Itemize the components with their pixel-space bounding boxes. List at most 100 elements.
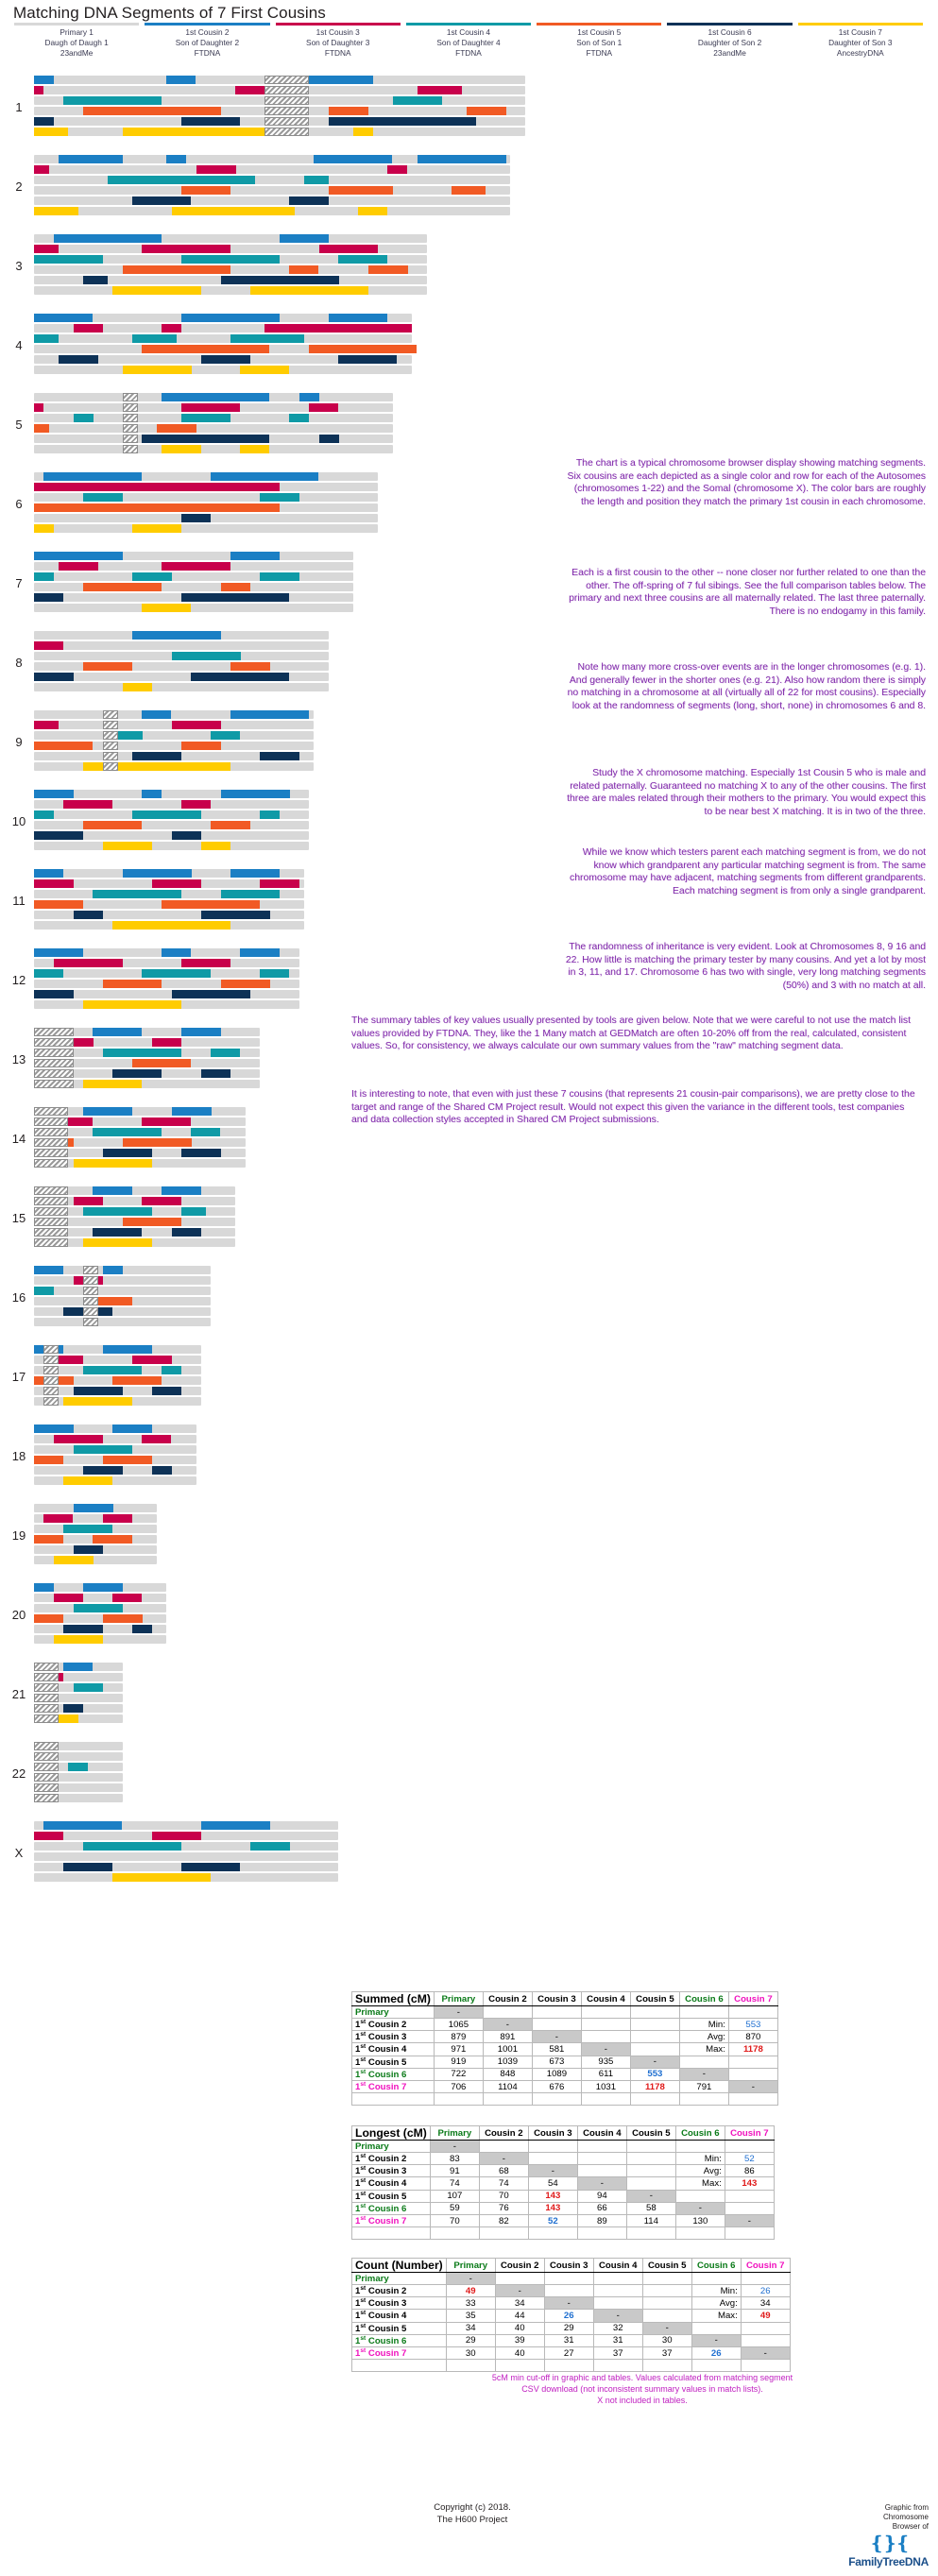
- matching-segment: [103, 980, 162, 988]
- matching-segment: [83, 1238, 152, 1247]
- table-row-label: 1st Cousin 3: [351, 2164, 431, 2178]
- no-data-region: [264, 128, 309, 136]
- table-cell: [629, 2005, 680, 2019]
- matching-segment: [132, 524, 181, 533]
- table-cell: 879: [433, 2030, 484, 2044]
- legend-name: Primary 1: [60, 27, 94, 37]
- table-row: 1st Cousin 7 70 82 52 89 114 130-: [351, 2213, 775, 2228]
- chromosome-bar: [34, 196, 510, 205]
- no-data-region: [103, 731, 118, 740]
- table-cell: 971: [433, 2042, 484, 2056]
- table-cell: 130: [674, 2213, 725, 2228]
- logo-caption-line-2: Chromosome: [882, 2513, 929, 2521]
- legend-name: 1st Cousin 2: [185, 27, 230, 37]
- matching-segment: [289, 414, 309, 422]
- table-column-header: Primary: [433, 1991, 484, 2006]
- chromosome-bar: [34, 1476, 196, 1485]
- matching-segment: [142, 1197, 181, 1205]
- matching-segment: [34, 879, 74, 888]
- table-cell: [543, 2272, 594, 2285]
- matching-segment: [74, 1038, 94, 1047]
- matching-segment: [34, 593, 63, 602]
- matching-segment: [34, 900, 83, 909]
- table-spacer-cell: [629, 2092, 680, 2107]
- table-cell: 870: [727, 2030, 778, 2044]
- table-cell: [641, 2272, 692, 2285]
- chromosome-bar: [34, 831, 309, 840]
- matching-segment: [418, 155, 506, 163]
- no-data-region: [34, 1704, 59, 1713]
- table-title: Count (Number): [351, 2258, 447, 2273]
- table-cell: [580, 2030, 631, 2044]
- table-cell: 54: [527, 2176, 578, 2191]
- matching-segment: [54, 1594, 83, 1602]
- matching-segment: [275, 76, 373, 84]
- no-data-region: [34, 1128, 68, 1136]
- no-data-region: [43, 1397, 59, 1406]
- table-row-label: 1st Cousin 5: [351, 2189, 431, 2203]
- table-cell: 114: [625, 2213, 676, 2228]
- matching-segment: [329, 117, 476, 126]
- table-cell: 611: [580, 2067, 631, 2081]
- matching-segment: [304, 176, 329, 184]
- chromosome-row-10: 10: [0, 790, 938, 856]
- chromosome-bar: [34, 155, 510, 163]
- table-cell: -: [580, 2042, 631, 2056]
- no-data-region: [123, 424, 138, 433]
- no-data-region: [34, 1783, 59, 1792]
- table-title: Summed (cM): [351, 1991, 435, 2006]
- no-data-region: [34, 1773, 59, 1782]
- table-cell: [740, 2272, 791, 2285]
- matching-segment: [63, 1117, 93, 1126]
- no-data-region: [103, 752, 118, 760]
- chromosome-bar: [34, 572, 353, 581]
- table-row-label: 1st Cousin 3: [351, 2296, 447, 2311]
- table-spacer-cell: [445, 2359, 496, 2373]
- matching-segment: [181, 593, 289, 602]
- chromosome-bar: [34, 424, 393, 433]
- table-spacer-row: [351, 2092, 778, 2107]
- table-cell: [592, 2272, 643, 2285]
- matching-segment: [74, 1387, 123, 1395]
- table-spacer-cell: [678, 2092, 729, 2107]
- matching-segment: [162, 562, 230, 571]
- matching-segment: [299, 393, 319, 401]
- matching-segment: [319, 245, 378, 253]
- chromosome-row-20: 20: [0, 1583, 938, 1649]
- chromosome-bar: [34, 1435, 196, 1443]
- logo-caption: Graphic from Chromosome Browser of: [848, 2503, 929, 2532]
- matching-segment: [181, 414, 230, 422]
- matching-segment: [260, 752, 299, 760]
- chromosome-row-8: 8: [0, 631, 938, 697]
- matching-segment: [34, 334, 59, 343]
- table-cell: -: [691, 2333, 742, 2347]
- page-title: Matching DNA Segments of 7 First Cousins: [13, 4, 326, 22]
- matching-segment: [181, 186, 230, 195]
- matching-segment: [34, 552, 123, 560]
- matching-segment: [221, 980, 270, 988]
- matching-segment: [63, 1863, 112, 1871]
- matching-segment: [83, 107, 221, 115]
- matching-segment: [93, 1535, 132, 1544]
- table-cell: [482, 2005, 533, 2019]
- matching-segment: [181, 403, 240, 412]
- chromosome-label: X: [14, 1846, 24, 1860]
- matching-segment: [34, 165, 49, 174]
- table-row: 1st Cousin 6 29 39 31 31 30-: [351, 2333, 791, 2347]
- table-cell: [478, 2140, 529, 2153]
- table-cell: 52: [527, 2213, 578, 2228]
- matching-segment: [132, 1059, 191, 1067]
- matching-segment: [54, 1556, 94, 1564]
- chromosome-row-21: 21: [0, 1663, 938, 1729]
- legend-color-swatch: [537, 23, 662, 26]
- matching-segment: [74, 1159, 152, 1168]
- legend-item-cousin-7: 1st Cousin 7 Daughter of Son 3 AncestryDNA: [795, 23, 926, 72]
- matching-segment: [152, 879, 201, 888]
- matching-segment: [181, 742, 221, 750]
- chromosome-label: 9: [15, 735, 23, 749]
- legend-item-cousin-4: 1st Cousin 4 Son of Daughter 4 FTDNA: [403, 23, 534, 72]
- chromosome-label: 5: [15, 418, 23, 432]
- table-cell: 33: [445, 2296, 496, 2311]
- matching-segment: [83, 1080, 142, 1088]
- matching-segment: [74, 1504, 113, 1512]
